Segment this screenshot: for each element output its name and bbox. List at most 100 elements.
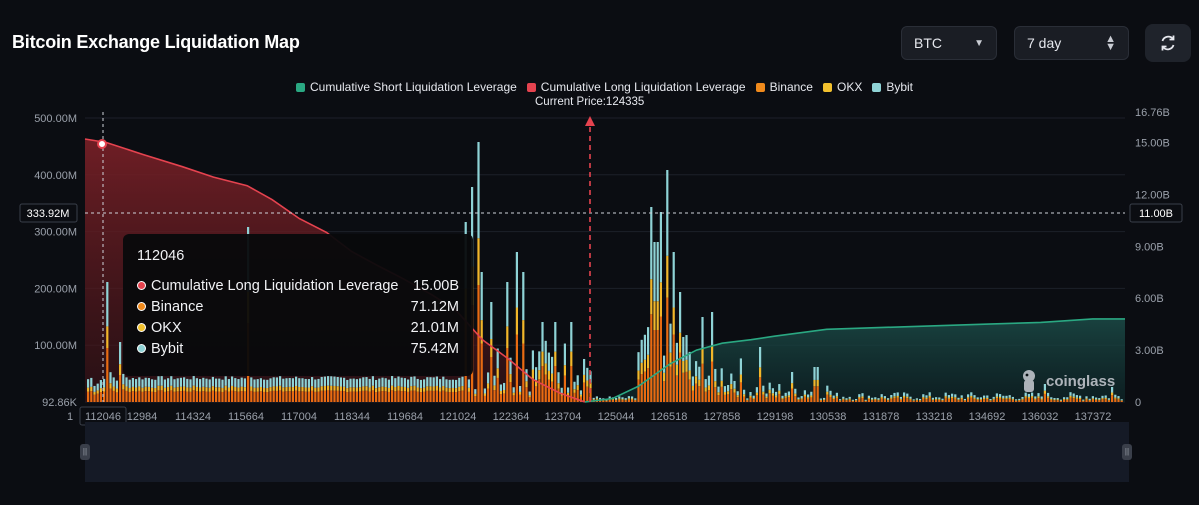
- bar-bybit: [195, 378, 198, 388]
- legend-item-short[interactable]: Cumulative Short Liquidation Leverage: [296, 80, 517, 94]
- bar-binance: [554, 366, 557, 402]
- bar-okx: [736, 395, 739, 398]
- bar-okx: [992, 398, 995, 400]
- bar-bybit: [320, 376, 323, 387]
- zoom-scrollbar[interactable]: [85, 422, 1129, 482]
- bar-bybit: [1043, 384, 1046, 391]
- bar-binance: [717, 395, 720, 402]
- bar-bybit: [352, 378, 355, 388]
- bar-binance: [237, 391, 240, 402]
- bar-binance: [205, 391, 208, 402]
- bar-okx: [243, 387, 246, 392]
- bar-okx: [119, 364, 122, 375]
- bar-okx: [906, 396, 909, 399]
- bar-okx: [483, 393, 486, 396]
- bar-binance: [909, 399, 912, 402]
- bar-binance: [778, 393, 781, 402]
- bar-bybit: [752, 395, 755, 399]
- bar-binance: [106, 348, 109, 402]
- bar-binance: [375, 392, 378, 402]
- bar-binance: [749, 397, 752, 402]
- bar-okx: [285, 387, 288, 392]
- chart-overlays: 333.92M 11.00B: [19, 112, 1183, 426]
- bar-binance: [1037, 397, 1040, 402]
- bar-binance: [227, 391, 230, 402]
- bar-bybit: [1079, 395, 1082, 399]
- bar-okx: [592, 399, 595, 401]
- bar-bybit: [205, 378, 208, 388]
- bar-bybit: [471, 187, 474, 267]
- refresh-button[interactable]: [1145, 24, 1191, 62]
- bar-okx: [1008, 397, 1011, 399]
- bar-bybit: [829, 390, 832, 395]
- bar-binance: [1015, 400, 1018, 402]
- bar-binance: [586, 386, 589, 402]
- bar-binance: [730, 389, 733, 402]
- bar-binance: [183, 390, 186, 402]
- bar-okx: [810, 395, 813, 398]
- bar-bybit: [109, 372, 112, 384]
- bar-okx: [215, 387, 218, 392]
- bar-bybit: [992, 396, 995, 399]
- bar-binance: [144, 391, 147, 402]
- legend-item-long[interactable]: Cumulative Long Liquidation Leverage: [526, 80, 746, 94]
- bar-binance: [954, 398, 957, 402]
- range-select[interactable]: 7 day ▲ ▼: [1014, 26, 1129, 60]
- bar-okx: [432, 386, 435, 391]
- bar-binance: [202, 391, 205, 402]
- bar-binance: [759, 377, 762, 402]
- bar-bybit: [234, 378, 237, 387]
- bar-okx: [1101, 398, 1104, 400]
- bar-bybit: [87, 379, 90, 388]
- bar-binance: [400, 391, 403, 402]
- bar-okx: [941, 399, 944, 401]
- bar-binance: [391, 390, 394, 402]
- bar-okx: [375, 388, 378, 393]
- bar-okx: [794, 393, 797, 397]
- bar-okx: [800, 398, 803, 400]
- bar-okx: [125, 386, 128, 391]
- bar-bybit: [343, 377, 346, 387]
- bar-binance: [915, 400, 918, 402]
- zoom-handle-right[interactable]: ||: [1122, 444, 1132, 460]
- bar-okx: [99, 388, 102, 393]
- hover-marker: [97, 139, 107, 149]
- bar-binance: [1072, 398, 1075, 402]
- zoom-handle-left[interactable]: ||: [80, 444, 90, 460]
- bar-binance: [762, 394, 765, 402]
- legend-item-binance[interactable]: Binance: [755, 80, 813, 94]
- bar-okx: [791, 383, 794, 389]
- bar-binance: [736, 397, 739, 402]
- bar-binance: [234, 391, 237, 402]
- bar-bybit: [253, 379, 256, 388]
- bar-bybit: [727, 384, 730, 392]
- bar-binance: [711, 361, 714, 402]
- bar-bybit: [525, 369, 528, 382]
- bar-bybit: [199, 379, 202, 388]
- legend-item-bybit[interactable]: Bybit: [872, 80, 913, 94]
- bar-okx: [112, 386, 115, 391]
- bar-binance: [819, 400, 822, 402]
- bar-okx: [448, 388, 451, 393]
- bar-binance: [829, 396, 832, 402]
- bar-okx: [551, 373, 554, 382]
- bar-bybit: [663, 355, 666, 373]
- bar-bybit: [451, 379, 454, 388]
- bar-okx: [583, 374, 586, 383]
- bar-binance: [893, 397, 896, 402]
- bar-binance: [1104, 399, 1107, 402]
- bar-binance: [224, 390, 227, 402]
- bar-okx: [573, 389, 576, 393]
- legend-item-okx[interactable]: OKX: [822, 80, 862, 94]
- bar-okx: [467, 387, 470, 392]
- bar-bybit: [963, 398, 966, 401]
- bar-binance: [960, 398, 963, 402]
- bar-binance: [515, 334, 518, 402]
- bar-okx: [387, 387, 390, 392]
- bar-binance: [640, 374, 643, 402]
- bar-okx: [122, 384, 125, 390]
- asset-select[interactable]: BTC ▼: [901, 26, 997, 60]
- bar-bybit: [503, 382, 506, 390]
- bar-binance: [480, 343, 483, 402]
- bar-okx: [365, 386, 368, 391]
